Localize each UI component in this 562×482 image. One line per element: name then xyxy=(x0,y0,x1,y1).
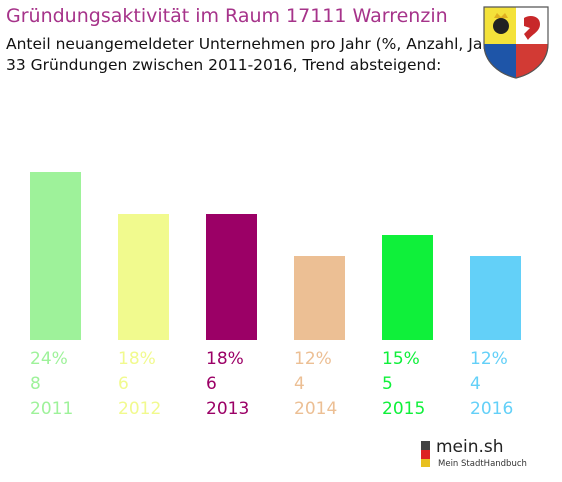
chart-subtitle-line2: 33 Gründungen zwischen 2011-2016, Trend … xyxy=(6,56,442,74)
bar-2013 xyxy=(206,214,257,340)
percent-label-2013: 18% xyxy=(206,349,244,369)
percent-label-2016: 12% xyxy=(470,349,508,369)
count-label-2014: 4 xyxy=(294,374,305,394)
percent-label-2015: 15% xyxy=(382,349,420,369)
count-label-2011: 8 xyxy=(30,374,41,394)
year-label-2012: 2012 xyxy=(118,399,161,419)
coat-of-arms-icon xyxy=(483,6,549,79)
percent-label-2011: 24% xyxy=(30,349,68,369)
year-label-2011: 2011 xyxy=(30,399,73,419)
count-label-2012: 6 xyxy=(118,374,129,394)
bar-2014 xyxy=(294,256,345,340)
year-label-2014: 2014 xyxy=(294,399,337,419)
map-pin-icon xyxy=(421,441,430,467)
brand-name: mein.sh xyxy=(436,437,504,457)
year-label-2016: 2016 xyxy=(470,399,513,419)
bar-2016 xyxy=(470,256,521,340)
year-label-2015: 2015 xyxy=(382,399,425,419)
year-label-2013: 2013 xyxy=(206,399,249,419)
bar-2011 xyxy=(30,172,81,340)
brand-logo: mein.sh Mein StadtHandbuch xyxy=(418,435,528,475)
brand-tagline: Mein StadtHandbuch xyxy=(438,459,527,469)
count-label-2016: 4 xyxy=(470,374,481,394)
percent-label-2014: 12% xyxy=(294,349,332,369)
chart-title: Gründungsaktivität im Raum 17111 Warrenz… xyxy=(6,5,448,27)
count-label-2015: 5 xyxy=(382,374,393,394)
bar-2015 xyxy=(382,235,433,340)
percent-label-2012: 18% xyxy=(118,349,156,369)
count-label-2013: 6 xyxy=(206,374,217,394)
bar-2012 xyxy=(118,214,169,340)
chart-subtitle-line1: Anteil neuangemeldeter Unternehmen pro J… xyxy=(6,35,505,53)
